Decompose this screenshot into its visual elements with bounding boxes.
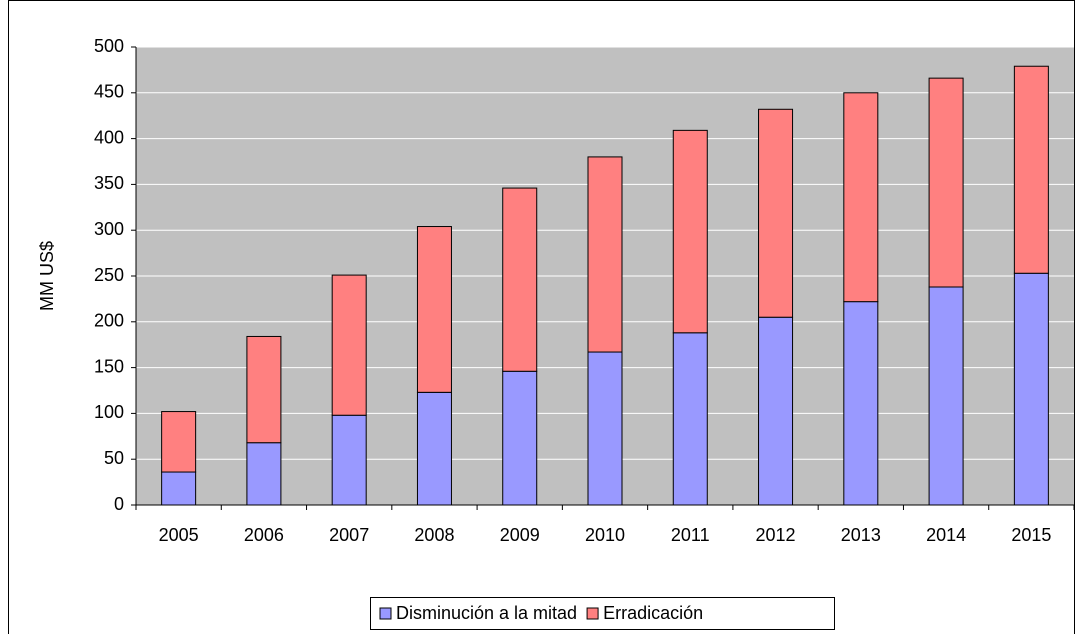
bar-segment [587, 351, 623, 506]
y-tick-label: 400 [94, 127, 124, 147]
x-tick-label: 2007 [329, 525, 369, 545]
bar-segment [843, 92, 879, 303]
legend-label: Disminución a la mitad [396, 603, 577, 623]
bar-segment [1013, 272, 1049, 506]
x-tick-label: 2010 [585, 525, 625, 545]
bar-segment [502, 187, 538, 372]
y-tick-label: 0 [114, 494, 124, 514]
x-tick-label: 2011 [671, 525, 710, 545]
bar-segment [1013, 65, 1049, 274]
bar-segment [416, 226, 452, 393]
legend-swatch [586, 607, 599, 620]
x-tick-label: 2012 [756, 525, 796, 545]
y-tick-label: 300 [94, 219, 124, 239]
bar-segment [587, 156, 623, 353]
bar-segment [672, 332, 708, 506]
x-tick-label: 2013 [841, 525, 881, 545]
bar-segment [416, 391, 452, 506]
y-tick-label: 100 [94, 402, 124, 422]
y-tick-label: 150 [94, 356, 124, 376]
y-tick-label: 350 [94, 173, 124, 193]
y-tick-label: 50 [104, 448, 124, 468]
y-tick-label: 250 [94, 265, 124, 285]
x-tick-label: 2008 [414, 525, 454, 545]
x-tick-label: 2005 [159, 525, 199, 545]
bar-segment [331, 414, 367, 506]
bar-segment [758, 108, 794, 318]
x-tick-label: 2006 [244, 525, 284, 545]
bar-segment [161, 471, 197, 506]
legend-box [370, 597, 835, 630]
x-tick-label: 2015 [1011, 525, 1051, 545]
bar-segment [246, 335, 282, 444]
x-tick-label: 2009 [500, 525, 540, 545]
legend-label: Erradicación [603, 603, 703, 623]
bar-segment [758, 316, 794, 506]
bar-segment [672, 129, 708, 334]
bar-segment [928, 286, 964, 506]
bar-segment [161, 411, 197, 473]
y-tick-label: 450 [94, 82, 124, 102]
y-axis-label: MM US$ [37, 241, 57, 311]
bar-segment [502, 370, 538, 506]
y-tick-label: 500 [94, 36, 124, 56]
bar-segment [246, 442, 282, 506]
legend-swatch [379, 607, 392, 620]
bar-segment [843, 301, 879, 506]
bar-segment [928, 77, 964, 288]
bar-segment [331, 274, 367, 416]
y-tick-label: 200 [94, 311, 124, 331]
x-tick-label: 2014 [926, 525, 966, 545]
